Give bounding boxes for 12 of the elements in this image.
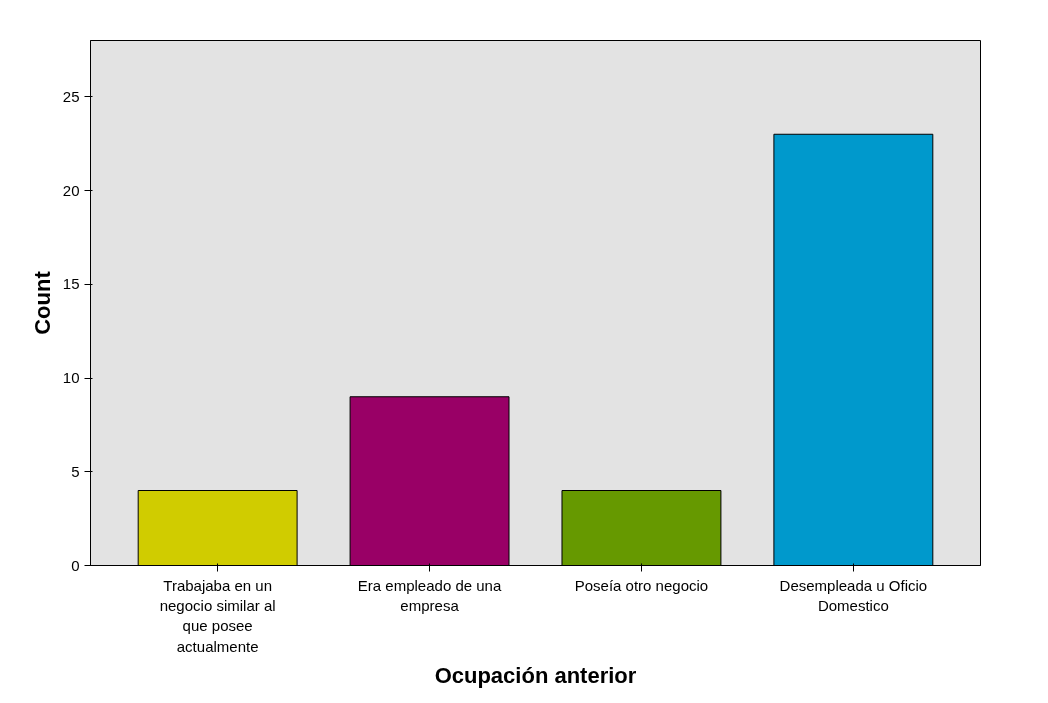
x-tick-label: Era empleado de una empresa bbox=[357, 576, 502, 614]
x-tick-label: Desempleada u Oficio Domestico bbox=[779, 576, 928, 614]
x-axis-title: Ocupación anterior bbox=[434, 662, 637, 688]
y-tick-label: 20 bbox=[62, 181, 80, 199]
y-tick-label: 10 bbox=[62, 369, 80, 386]
x-tick-label: Poseía otro negocio bbox=[574, 576, 709, 594]
y-tick-label: 0 bbox=[71, 556, 80, 574]
y-tick-label: 15 bbox=[62, 275, 80, 293]
y-axis-title: Count bbox=[29, 270, 55, 335]
x-tick-label: Trabajaba en un negocio similar al que posee actualmente bbox=[159, 576, 276, 655]
y-tick-label: 25 bbox=[62, 87, 80, 105]
y-tick-label: 5 bbox=[71, 462, 80, 480]
